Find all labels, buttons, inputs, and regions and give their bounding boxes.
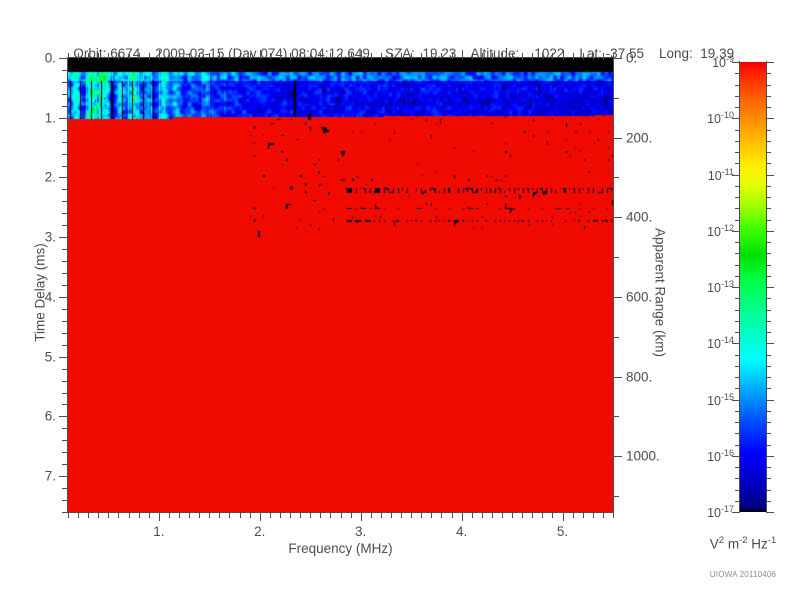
tick-mark: [462, 512, 463, 521]
tick-mark: [361, 512, 362, 521]
colorbar-gradient: [740, 62, 766, 512]
y-axis-right-tick-label: 200.: [626, 130, 653, 146]
plot-border-bottom: [67, 512, 614, 513]
colorbar-unit-label: V2 m-2 Hz-1: [709, 535, 777, 552]
y-axis-left-tick-label: 7.: [44, 468, 56, 484]
long-value: 19.39: [700, 46, 735, 61]
colorbar-tick-label: 10-14: [707, 335, 734, 352]
x-axis-tick-label: 3.: [355, 524, 367, 539]
colorbar-border-right: [766, 61, 767, 513]
y-axis-right-title: Apparent Range (km): [652, 227, 668, 358]
lat-value: -37.55: [605, 46, 644, 61]
colorbar-tick-label: 10-12: [707, 222, 734, 239]
tick-mark: [613, 138, 622, 139]
plot-border-right: [613, 57, 614, 513]
tick-mark: [766, 287, 774, 288]
tick-mark: [766, 343, 774, 344]
tick-mark: [613, 456, 622, 457]
colorbar-tick-label: 10-17: [707, 503, 734, 521]
colorbar-tick-label: 10-13: [707, 278, 734, 296]
x-axis-tick-label: 4.: [455, 524, 468, 539]
colorbar-tick-label: 10-16: [707, 447, 734, 464]
colorbar-tick-label: 10-10: [707, 110, 734, 127]
x-axis-tick-label: 5.: [556, 524, 569, 539]
tick-mark: [613, 377, 622, 378]
y-axis-right-tick-label: 1000.: [626, 448, 660, 464]
y-axis-left-tick-label: 6.: [44, 408, 56, 424]
credit-label: UIOWA 20110406: [709, 570, 777, 579]
spectrogram-plot-area: [68, 58, 613, 512]
plot-border-top: [67, 57, 614, 58]
colorbar: [740, 62, 766, 512]
long-label: Long:: [658, 46, 693, 61]
tick-mark: [766, 512, 774, 513]
tick-mark: [766, 62, 774, 63]
y-axis-left-tick-label: 2.: [44, 169, 56, 185]
colorbar-tick-label: 10-11: [707, 166, 734, 183]
colorbar-tick-label: 10-15: [707, 391, 734, 408]
tick-mark: [159, 512, 160, 521]
tick-mark: [613, 297, 622, 298]
y-axis-left-tick-label: 1.: [44, 110, 56, 126]
tick-mark: [766, 231, 774, 232]
tick-mark: [766, 400, 774, 401]
x-axis-title: Frequency (MHz): [288, 541, 393, 556]
tick-mark: [766, 118, 774, 119]
x-axis-tick-label: 1.: [153, 524, 165, 539]
tick-mark: [766, 456, 774, 457]
tick-mark: [260, 512, 261, 521]
spectrogram-canvas: [68, 58, 613, 512]
tick-mark: [766, 175, 774, 176]
plot-border-left: [67, 57, 68, 513]
y-axis-left-title: Time Delay (ms): [32, 243, 48, 342]
blanked-top-band: [68, 58, 613, 71]
tick-mark: [613, 217, 622, 218]
tick-mark: [563, 512, 564, 521]
x-axis-tick-label: 2.: [254, 524, 266, 539]
colorbar-border-left: [739, 61, 740, 513]
